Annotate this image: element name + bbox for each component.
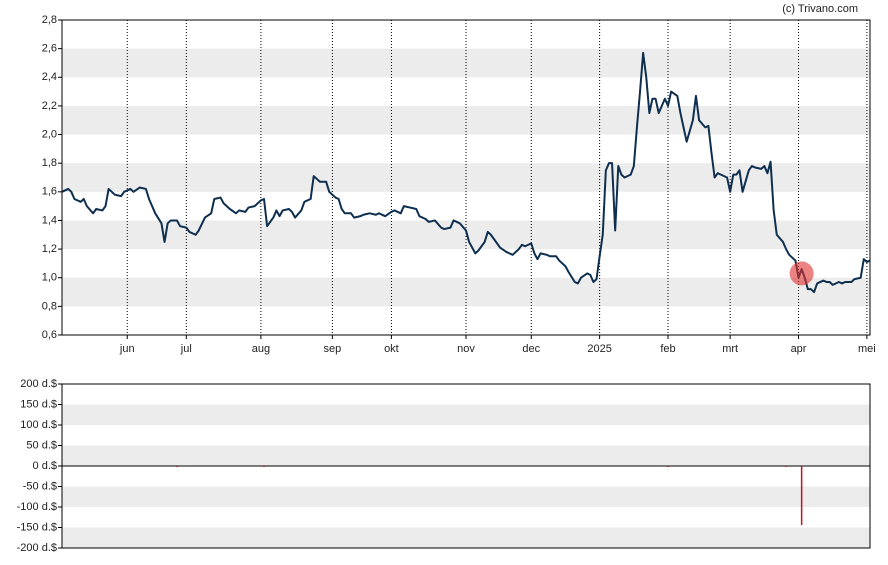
y-tick-label: 150 d.$: [20, 398, 57, 410]
x-tick-label: 2025: [587, 343, 611, 355]
y-tick-label: 200 d.$: [20, 378, 57, 390]
x-tick-label: dec: [522, 343, 540, 355]
grid-band: [62, 445, 870, 466]
y-tick-label: 2,0: [42, 128, 57, 140]
y-tick-label: -100 d.$: [17, 501, 57, 513]
y-tick-label: 100 d.$: [20, 419, 57, 431]
y-tick-label: -200 d.$: [17, 542, 57, 554]
x-tick-label: sep: [323, 343, 341, 355]
y-tick-label: 0,8: [42, 300, 57, 312]
y-tick-label: 1,4: [42, 214, 57, 226]
y-tick-label: -150 d.$: [17, 521, 57, 533]
y-tick-label: 50 d.$: [26, 439, 57, 451]
y-tick-label: 2,8: [42, 14, 57, 26]
x-tick-label: jul: [180, 343, 192, 355]
y-tick-label: 2,4: [42, 71, 57, 83]
highlight-marker: [789, 261, 814, 286]
plot-border: [61, 383, 871, 549]
x-tick-label: jun: [119, 343, 135, 355]
x-tick-label: okt: [384, 343, 399, 355]
y-tick-label: -50 d.$: [23, 480, 57, 492]
grid-band: [62, 277, 870, 307]
y-tick-label: 1,6: [42, 186, 57, 198]
grid-band: [62, 527, 870, 548]
y-tick-label: 1,8: [42, 157, 57, 169]
plot-border: [61, 19, 871, 336]
x-tick-label: nov: [457, 343, 475, 355]
y-tick-label: 0 d.$: [33, 460, 57, 472]
y-tick-label: 2,6: [42, 43, 57, 55]
x-tick-label: apr: [791, 343, 807, 355]
y-tick-label: 1,0: [42, 272, 57, 284]
y-tick-label: 1,2: [42, 243, 57, 255]
x-tick-label: aug: [252, 343, 270, 355]
x-tick-label: feb: [660, 343, 675, 355]
y-tick-label: 0,6: [42, 329, 57, 341]
x-tick-label: mei: [858, 343, 876, 355]
price-line: [61, 51, 871, 294]
y-tick-label: 2,2: [42, 100, 57, 112]
grid-band: [62, 486, 870, 507]
credit: (c) Trivano.com: [782, 3, 858, 15]
x-tick-label: mrt: [722, 343, 738, 355]
grid-band: [62, 404, 870, 425]
